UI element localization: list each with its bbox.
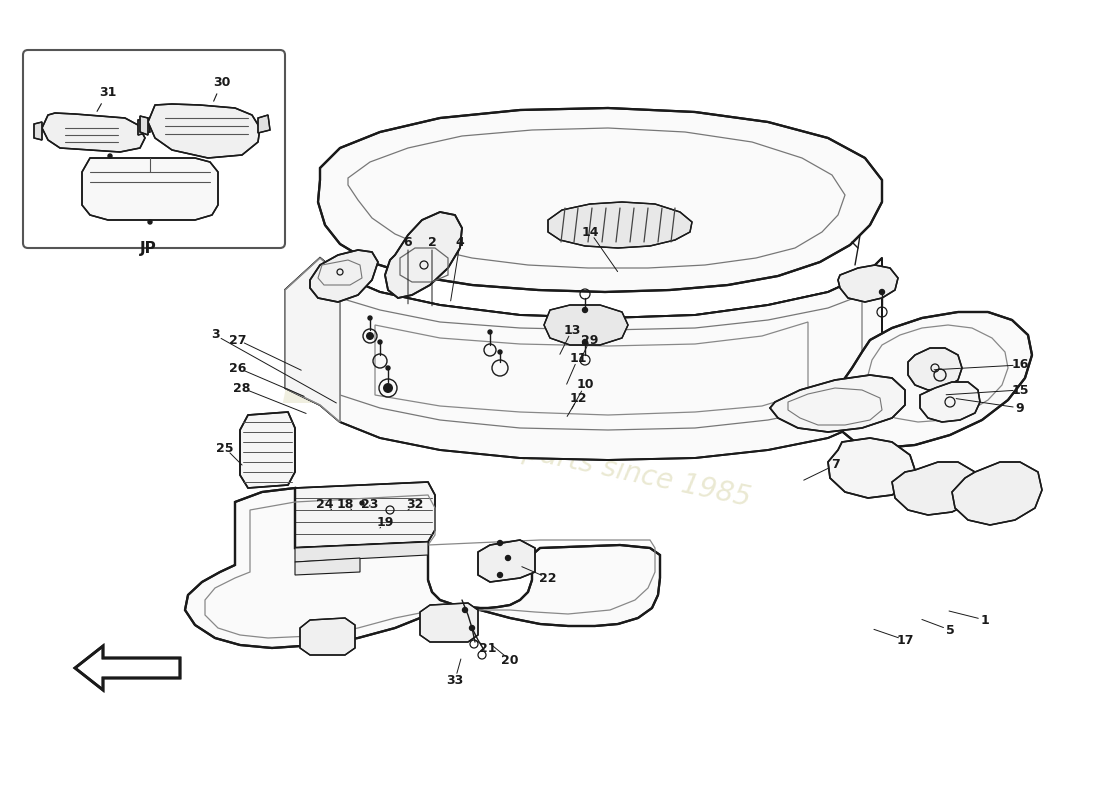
Text: 18: 18 xyxy=(337,498,354,511)
Polygon shape xyxy=(318,108,882,292)
Polygon shape xyxy=(285,258,340,422)
Text: 7: 7 xyxy=(830,458,839,471)
Polygon shape xyxy=(300,618,355,655)
Polygon shape xyxy=(34,122,42,140)
Polygon shape xyxy=(838,265,898,302)
Text: 4: 4 xyxy=(455,237,464,250)
Text: 13: 13 xyxy=(563,323,581,337)
Text: 23: 23 xyxy=(361,498,378,511)
Text: 14: 14 xyxy=(581,226,598,238)
Text: 25: 25 xyxy=(217,442,233,454)
Polygon shape xyxy=(258,115,270,133)
Polygon shape xyxy=(548,202,692,248)
Text: 32: 32 xyxy=(406,498,424,511)
Text: 29: 29 xyxy=(581,334,598,346)
Polygon shape xyxy=(138,118,150,135)
Polygon shape xyxy=(295,558,360,575)
Text: 15: 15 xyxy=(1011,383,1028,397)
Text: 1: 1 xyxy=(980,614,989,626)
Circle shape xyxy=(880,290,884,294)
Circle shape xyxy=(583,339,587,345)
Circle shape xyxy=(108,154,112,158)
Polygon shape xyxy=(42,113,145,152)
Polygon shape xyxy=(185,488,660,648)
Polygon shape xyxy=(240,412,295,488)
Text: 3: 3 xyxy=(211,329,219,342)
Text: a passion for parts since 1985: a passion for parts since 1985 xyxy=(337,398,754,512)
Circle shape xyxy=(470,626,474,630)
Circle shape xyxy=(368,316,372,320)
Polygon shape xyxy=(952,462,1042,525)
Polygon shape xyxy=(140,116,148,135)
Circle shape xyxy=(498,350,502,354)
FancyBboxPatch shape xyxy=(23,50,285,248)
Text: 21: 21 xyxy=(480,642,497,654)
Circle shape xyxy=(366,332,374,340)
Text: 19: 19 xyxy=(376,515,394,529)
Text: 30: 30 xyxy=(213,75,231,101)
Polygon shape xyxy=(770,375,905,432)
Polygon shape xyxy=(295,542,428,562)
Text: 33: 33 xyxy=(447,674,463,686)
Circle shape xyxy=(148,220,152,224)
Polygon shape xyxy=(478,540,535,582)
Polygon shape xyxy=(310,250,378,302)
Text: 27: 27 xyxy=(229,334,246,346)
Text: EUROSPARES: EUROSPARES xyxy=(280,338,920,422)
Polygon shape xyxy=(82,158,218,220)
Circle shape xyxy=(378,340,382,344)
Text: JP: JP xyxy=(140,241,156,255)
Text: 2: 2 xyxy=(428,237,437,250)
Polygon shape xyxy=(285,258,882,460)
Text: 24: 24 xyxy=(317,498,333,511)
Polygon shape xyxy=(148,104,260,158)
Circle shape xyxy=(360,501,364,505)
Text: 9: 9 xyxy=(1015,402,1024,414)
Polygon shape xyxy=(285,482,435,548)
Circle shape xyxy=(583,307,587,313)
Polygon shape xyxy=(544,305,628,345)
Text: 28: 28 xyxy=(233,382,251,394)
Polygon shape xyxy=(832,312,1032,448)
Text: 22: 22 xyxy=(539,571,557,585)
Circle shape xyxy=(488,330,492,334)
Text: 16: 16 xyxy=(1011,358,1028,371)
Polygon shape xyxy=(908,348,962,390)
Polygon shape xyxy=(75,646,180,690)
Circle shape xyxy=(506,555,510,561)
Circle shape xyxy=(462,607,468,613)
Text: 20: 20 xyxy=(502,654,519,666)
Text: 10: 10 xyxy=(576,378,594,391)
Circle shape xyxy=(497,541,503,546)
Polygon shape xyxy=(892,462,980,515)
Circle shape xyxy=(386,366,390,370)
Polygon shape xyxy=(920,382,980,422)
Text: 5: 5 xyxy=(946,623,955,637)
Text: 26: 26 xyxy=(229,362,246,374)
Text: 11: 11 xyxy=(570,351,586,365)
Polygon shape xyxy=(385,212,462,298)
Circle shape xyxy=(497,573,503,578)
Polygon shape xyxy=(420,603,478,642)
Polygon shape xyxy=(828,438,915,498)
Text: 31: 31 xyxy=(97,86,117,111)
Text: 12: 12 xyxy=(570,391,586,405)
Text: 6: 6 xyxy=(404,237,412,250)
Text: 17: 17 xyxy=(896,634,914,646)
Circle shape xyxy=(383,383,393,393)
